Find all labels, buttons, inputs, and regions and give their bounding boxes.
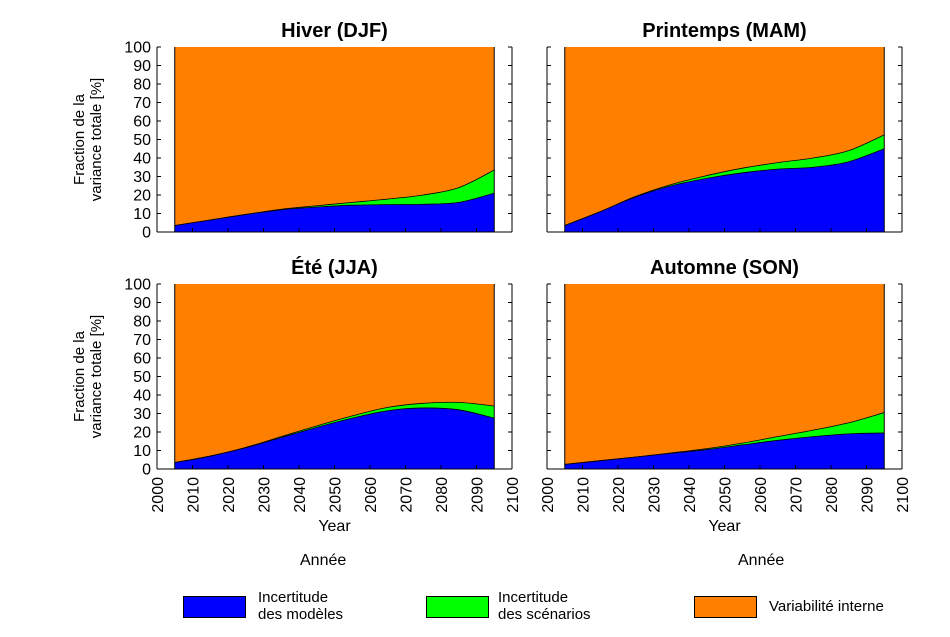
y-tick-label: 10 (133, 443, 151, 460)
y-tick-label: 40 (133, 151, 151, 168)
x-tick-label: 2080 (434, 477, 451, 513)
panel-title: Printemps (MAM) (642, 20, 806, 42)
y-tick-label: 50 (133, 132, 151, 149)
boundary-scenario (174, 401, 495, 463)
area-internal (564, 47, 885, 226)
y-tick-label: 100 (124, 40, 151, 57)
y-tick-label: 20 (133, 425, 151, 442)
y-tick-label: 30 (133, 406, 151, 423)
y-tick-label: 20 (133, 188, 151, 205)
y-axis-label-line2: variance totale [%] (88, 78, 105, 201)
x-axis-label: Year (708, 518, 741, 535)
panel-title: Hiver (DJF) (281, 20, 388, 42)
x-tick-label: 2070 (399, 477, 416, 513)
x-axis-label: Year (318, 518, 351, 535)
x-tick-label: 2040 (292, 477, 309, 513)
y-tick-label: 60 (133, 114, 151, 131)
x-tick-label: 2030 (257, 477, 274, 513)
x-tick-label: 2090 (470, 477, 487, 513)
y-axis-label-line1: Fraction de la (71, 93, 88, 185)
y-tick-label: 40 (133, 388, 151, 405)
x-tick-label: 2000 (150, 477, 167, 513)
panel-3: 2000 2010 2020 2030 2040 2050 2060 2070 2080 2090… (540, 257, 912, 535)
x-tick-label: 2060 (363, 477, 380, 513)
x-tick-label: 2020 (611, 477, 628, 513)
boundary-scenario (564, 134, 885, 226)
x-tick-label: 2000 (540, 477, 557, 513)
y-tick-label: 60 (133, 351, 151, 368)
area-model (564, 432, 885, 469)
area-internal (174, 284, 495, 463)
boundary-scenario (564, 412, 885, 465)
area-scenario (174, 170, 495, 226)
y-tick-label: 70 (133, 95, 151, 112)
y-tick-label: 100 (124, 277, 151, 294)
x-tick-label: 2030 (647, 477, 664, 513)
area-model (564, 148, 885, 232)
x-tick-label: 2080 (824, 477, 841, 513)
x-tick-label: 2100 (505, 477, 522, 513)
y-axis-label-line2: variance totale [%] (88, 315, 105, 438)
x-tick-label: 2010 (576, 477, 593, 513)
x-tick-label: 2090 (860, 477, 877, 513)
y-axis-label-line1: Fraction de la (71, 330, 88, 422)
x-tick-label: 2040 (682, 477, 699, 513)
y-tick-label: 30 (133, 169, 151, 186)
area-model (174, 193, 495, 232)
y-tick-label: 0 (142, 225, 151, 242)
y-tick-label: 90 (133, 295, 151, 312)
panel-title: Été (JJA) (291, 256, 378, 279)
x-tick-label: 2070 (789, 477, 806, 513)
y-tick-label: 80 (133, 314, 151, 331)
x-tick-label: 2050 (328, 477, 345, 513)
y-tick-label: 90 (133, 58, 151, 75)
x-tick-label: 2060 (753, 477, 770, 513)
y-tick-label: 10 (133, 206, 151, 223)
x-tick-label: 2100 (895, 477, 912, 513)
area-internal (564, 284, 885, 465)
panel-1: Printemps (MAM) (546, 20, 903, 233)
x-tick-label: 2050 (718, 477, 735, 513)
boundary-scenario (174, 169, 495, 226)
y-tick-label: 80 (133, 77, 151, 94)
y-tick-label: 70 (133, 332, 151, 349)
y-tick-label: 0 (142, 462, 151, 479)
panel-title: Automne (SON) (650, 257, 799, 279)
x-tick-label: 2010 (186, 477, 203, 513)
area-model (174, 407, 495, 469)
y-tick-label: 50 (133, 369, 151, 386)
x-tick-label: 2020 (221, 477, 238, 513)
area-internal (174, 47, 495, 226)
area-scenario (174, 402, 495, 463)
